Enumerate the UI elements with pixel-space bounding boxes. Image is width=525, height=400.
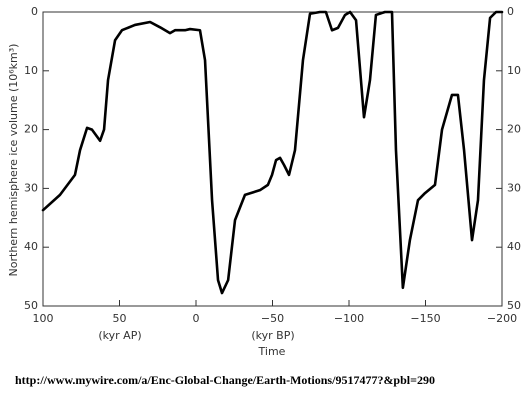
line-series (41, 10, 504, 295)
footer-url: http://www.mywire.com/a/Enc-Global-Chang… (15, 373, 435, 387)
y2-tick-label: 40 (507, 240, 521, 253)
y2-tick-label: 0 (507, 5, 514, 18)
y-tick-label: 40 (24, 240, 38, 253)
y-tick-label: 30 (24, 181, 38, 194)
annotation: (kyr AP) (98, 329, 141, 342)
x-tick-label: −100 (334, 312, 364, 325)
x-tick-label: −200 (487, 312, 517, 325)
y2-tick-label: 30 (507, 181, 521, 194)
x-tick-label: −150 (410, 312, 440, 325)
x-axis-title: Time (258, 345, 286, 358)
y2-tick-label: 50 (507, 299, 521, 312)
y2-tick-label: 20 (507, 123, 521, 136)
y2-tick-label: 10 (507, 64, 521, 77)
y-tick-label: 10 (24, 64, 38, 77)
y-tick-label: 50 (24, 299, 38, 312)
y-tick-label: 0 (31, 5, 38, 18)
y-axis-title: Northern hemisphere ice volume (10⁶km³) (7, 44, 20, 277)
x-tick-label: 50 (113, 312, 127, 325)
x-tick-label: −50 (261, 312, 284, 325)
annotation: (kyr BP) (251, 329, 294, 342)
x-tick-label: 100 (33, 312, 54, 325)
x-tick-label: 0 (193, 312, 200, 325)
y-tick-label: 20 (24, 123, 38, 136)
